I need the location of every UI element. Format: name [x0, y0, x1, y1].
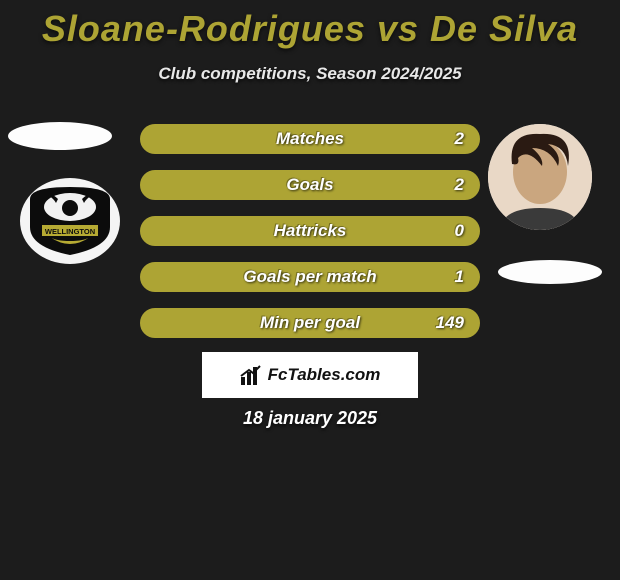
stat-label: Goals per match	[243, 267, 376, 287]
player-right-photo	[488, 124, 592, 230]
stat-row: Min per goal 149	[140, 308, 480, 338]
crest-label: WELLINGTON	[45, 227, 95, 236]
stat-value: 1	[455, 267, 464, 287]
player-right-ellipse	[498, 260, 602, 284]
stat-row: Hattricks 0	[140, 216, 480, 246]
stat-label: Matches	[276, 129, 344, 149]
stat-value: 0	[455, 221, 464, 241]
player-left-ellipse	[8, 122, 112, 150]
stat-value: 2	[455, 175, 464, 195]
brand-box: FcTables.com	[202, 352, 418, 398]
photo-placeholder-icon	[488, 124, 592, 230]
bars-icon	[240, 364, 262, 386]
subtitle: Club competitions, Season 2024/2025	[0, 64, 620, 84]
brand-text: FcTables.com	[268, 365, 381, 385]
page-title: Sloane-Rodrigues vs De Silva	[0, 0, 620, 50]
crest-icon: WELLINGTON	[28, 185, 112, 257]
stat-row: Goals per match 1	[140, 262, 480, 292]
date-text: 18 january 2025	[0, 408, 620, 429]
stat-value: 2	[455, 129, 464, 149]
stat-label: Min per goal	[260, 313, 360, 333]
stat-value: 149	[436, 313, 464, 333]
stat-rows: Matches 2 Goals 2 Hattricks 0 Goals per …	[140, 124, 480, 354]
stat-label: Hattricks	[274, 221, 347, 241]
stat-row: Matches 2	[140, 124, 480, 154]
player-left-crest: WELLINGTON	[20, 178, 120, 264]
stat-label: Goals	[286, 175, 333, 195]
stat-row: Goals 2	[140, 170, 480, 200]
